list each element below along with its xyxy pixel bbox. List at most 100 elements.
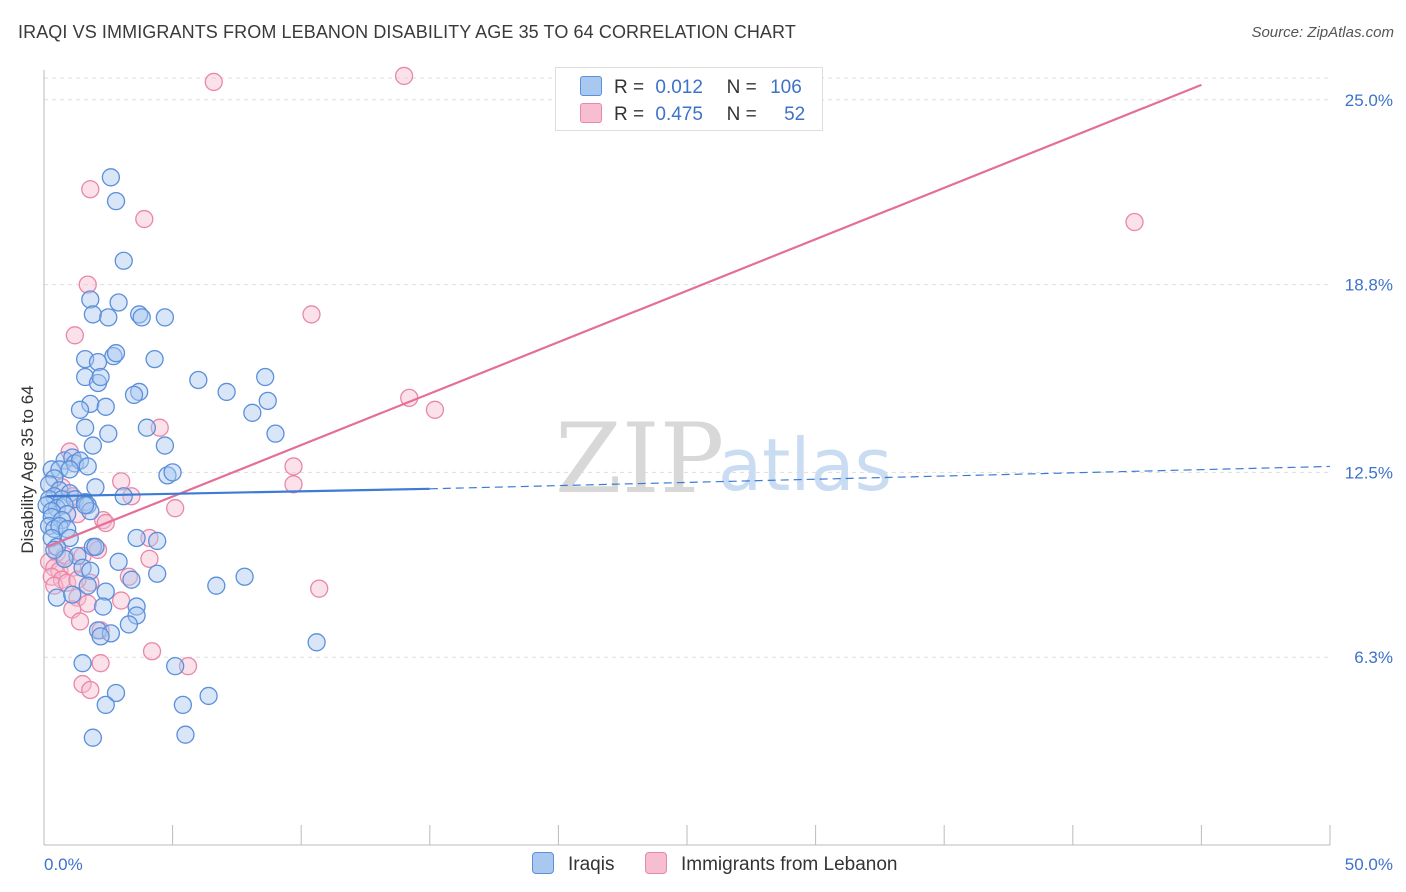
iraqi-point bbox=[101, 168, 121, 187]
y-tick-label: 18.8% bbox=[1345, 276, 1393, 295]
iraqi-point bbox=[256, 367, 275, 387]
legend-row-iraqis: R = 0.012 N = 106 bbox=[580, 76, 802, 99]
iraqi-point bbox=[114, 251, 133, 270]
iraqi-point bbox=[83, 436, 103, 455]
iraqi-point bbox=[91, 367, 110, 387]
y-tick-label: 25.0% bbox=[1345, 91, 1393, 110]
iraqi-point bbox=[96, 695, 115, 715]
legend-n-value: 52 bbox=[784, 104, 806, 125]
lebanon-point bbox=[140, 549, 159, 568]
gridlines bbox=[44, 77, 1330, 658]
iraqi-point bbox=[155, 436, 175, 455]
iraqi-points bbox=[37, 168, 326, 747]
series-swatch-blue bbox=[532, 852, 554, 874]
legend-r-value: 0.475 bbox=[655, 104, 703, 125]
iraqi-point bbox=[189, 370, 208, 390]
iraqi-point bbox=[86, 478, 105, 497]
iraqi-point bbox=[176, 725, 195, 744]
lebanon-point bbox=[204, 72, 223, 92]
iraqi-point bbox=[148, 564, 167, 583]
iraqi-point bbox=[73, 654, 92, 673]
lebanon-point bbox=[1125, 212, 1144, 232]
iraqi-point bbox=[63, 585, 82, 604]
iraqi-point bbox=[114, 487, 133, 506]
iraqi-point bbox=[39, 475, 59, 494]
x-tick-label: 0.0% bbox=[44, 855, 83, 874]
iraqi-point bbox=[173, 695, 193, 715]
iraqi-point bbox=[109, 552, 128, 571]
iraqi-point bbox=[119, 615, 139, 634]
iraqi-point bbox=[145, 349, 164, 369]
iraqi-point bbox=[47, 588, 67, 607]
lebanon-point bbox=[65, 326, 85, 345]
iraqi-point bbox=[199, 686, 218, 706]
lebanon-points bbox=[39, 66, 1144, 700]
lebanon-point bbox=[166, 499, 185, 518]
lebanon-point bbox=[81, 180, 100, 199]
chart-title: IRAQI VS IMMIGRANTS FROM LEBANON DISABIL… bbox=[18, 22, 796, 42]
lebanon-point bbox=[78, 275, 97, 294]
iraqi-point bbox=[60, 460, 79, 479]
iraqi-point bbox=[106, 683, 126, 703]
watermark-zip: ZIP bbox=[555, 403, 724, 515]
iraqi-point bbox=[207, 576, 226, 595]
iraqi-point bbox=[266, 424, 285, 443]
lebanon-point bbox=[135, 209, 154, 229]
iraqi-point bbox=[122, 570, 141, 589]
legend-r-value: 0.012 bbox=[655, 77, 703, 98]
iraqi-point bbox=[124, 385, 144, 405]
iraqi-point bbox=[76, 496, 95, 515]
iraqi-point bbox=[81, 290, 100, 309]
iraqi-point bbox=[148, 531, 167, 551]
lebanon-point bbox=[302, 305, 321, 324]
iraqi-point bbox=[106, 192, 126, 211]
iraqi-point bbox=[81, 561, 100, 580]
lebanon-point bbox=[284, 457, 303, 476]
iraqi-point bbox=[50, 460, 69, 479]
legend-row-lebanon: R = 0.475 N = 52 bbox=[580, 103, 805, 126]
iraqi-point bbox=[88, 352, 108, 372]
iraqi-point bbox=[130, 382, 149, 402]
legend-n-label: N = bbox=[726, 104, 757, 125]
series-label: Iraqis bbox=[568, 854, 615, 875]
iraqi-trend-line bbox=[46, 487, 430, 498]
lebanon-point bbox=[119, 567, 139, 586]
iraqi-point bbox=[76, 418, 95, 437]
series-swatch-pink bbox=[645, 852, 667, 874]
lebanon-point bbox=[70, 612, 90, 631]
lebanon-point bbox=[284, 475, 303, 494]
legend-r-label: R = bbox=[614, 104, 645, 125]
iraqi-point bbox=[81, 394, 100, 413]
legend-n-value: 106 bbox=[770, 77, 802, 98]
trend-lines bbox=[46, 83, 1331, 548]
iraqi-point bbox=[127, 528, 146, 548]
iraqi-point bbox=[99, 424, 118, 443]
iraqi-point bbox=[96, 397, 115, 416]
lebanon-trend-line bbox=[46, 83, 1202, 548]
legend-swatch-blue bbox=[580, 76, 602, 96]
iraqi-point bbox=[39, 516, 59, 536]
series-legend-lebanon: Immigrants from Lebanon bbox=[645, 852, 898, 876]
iraqi-point bbox=[130, 305, 149, 324]
watermark-atlas: atlas bbox=[718, 423, 892, 507]
lebanon-point bbox=[142, 642, 162, 661]
iraqi-point bbox=[166, 657, 185, 676]
y-tick-label: 12.5% bbox=[1345, 463, 1393, 482]
lebanon-point bbox=[178, 657, 198, 676]
iraqi-point bbox=[78, 576, 97, 595]
iraqi-point bbox=[96, 582, 115, 601]
lebanon-point bbox=[112, 472, 131, 491]
lebanon-point bbox=[150, 418, 169, 437]
iraqi-point bbox=[106, 344, 126, 363]
x-tick-label: 50.0% bbox=[1345, 855, 1393, 874]
iraqi-point bbox=[163, 463, 182, 482]
lebanon-point bbox=[57, 573, 77, 592]
axis-labels: 6.3% 12.5% 18.8% 25.0% 0.0% 50.0% Disability A… bbox=[18, 91, 1393, 874]
iraqi-point bbox=[99, 308, 118, 327]
legend-r-label: R = bbox=[614, 77, 645, 98]
legend-swatch-pink bbox=[580, 103, 602, 123]
lebanon-point bbox=[425, 400, 445, 419]
iraqi-point bbox=[86, 537, 105, 557]
series-label: Immigrants from Lebanon bbox=[681, 854, 898, 875]
